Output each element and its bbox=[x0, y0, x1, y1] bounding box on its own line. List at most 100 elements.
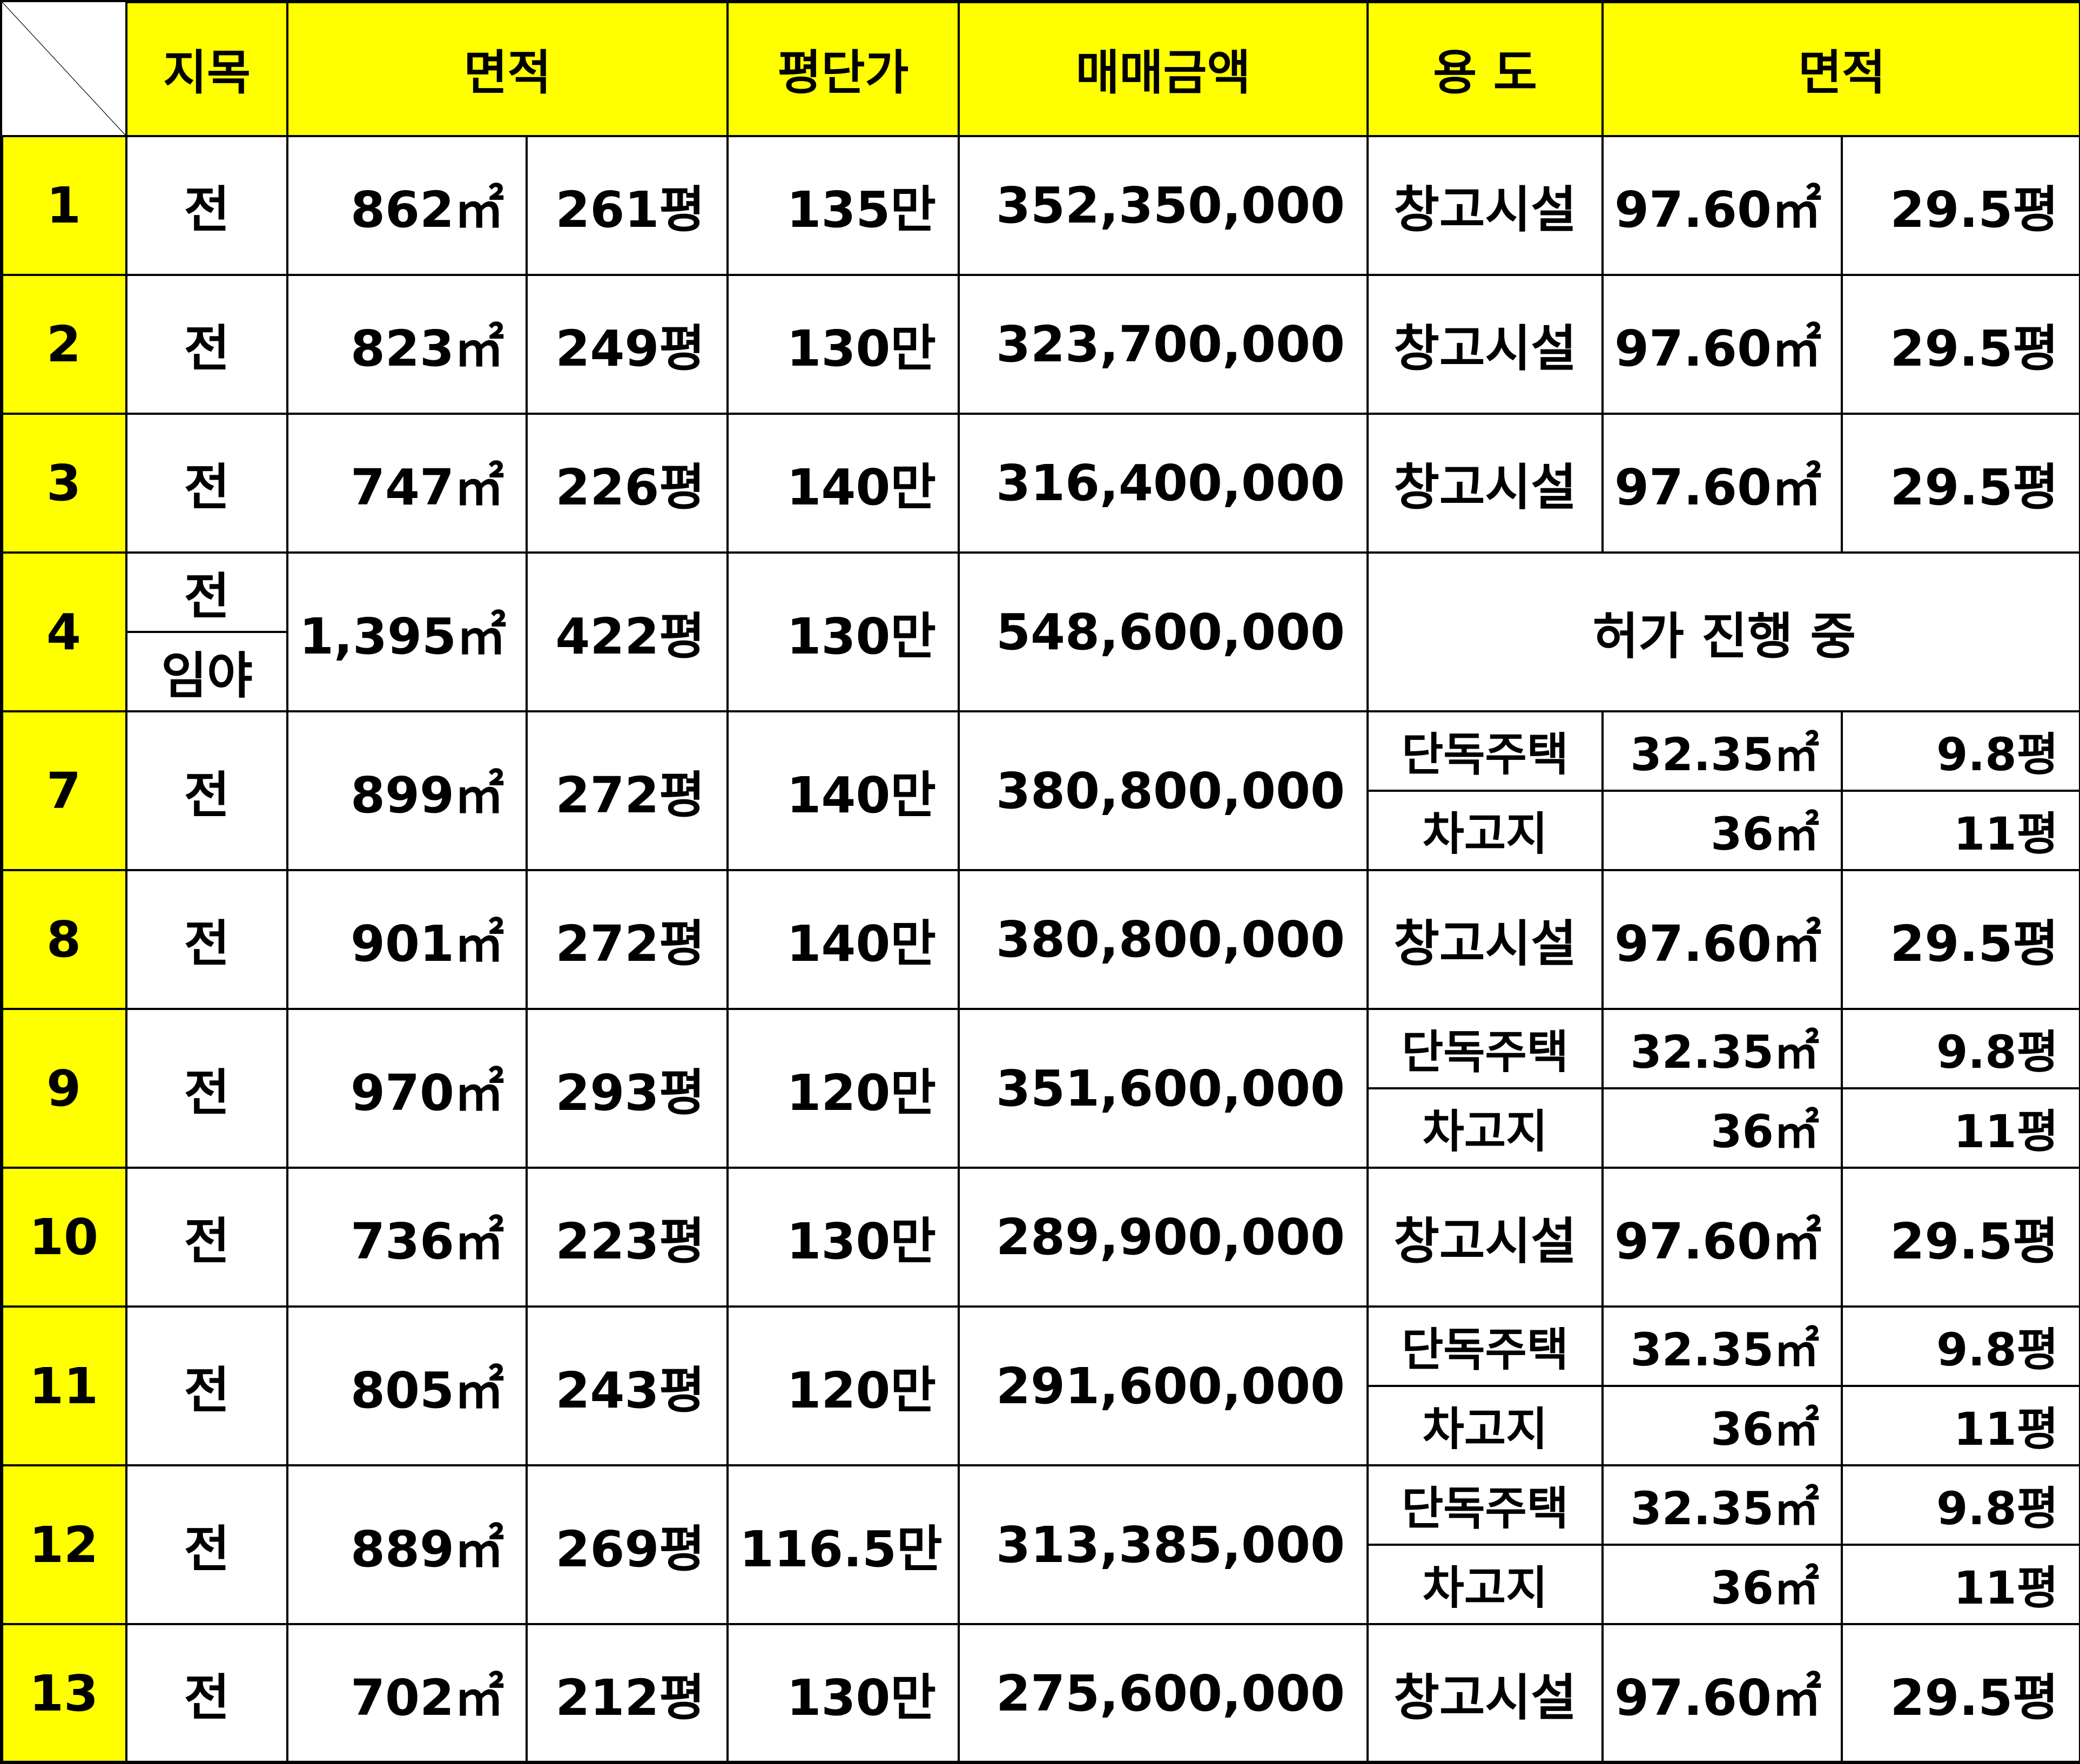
building-area-sqm-cell: 36㎡ bbox=[1601, 1385, 1843, 1466]
sale-price-cell: 316,400,000 bbox=[958, 413, 1369, 554]
building-area-pyeong-cell: 11평 bbox=[1841, 1087, 2080, 1169]
building-area-pyeong-cell: 29.5평 bbox=[1841, 1623, 2080, 1764]
table-row: 9 전 970㎡ 293평 120만 351,600,000 단독주택 32.35㎡ 9.8평 bbox=[0, 1008, 2080, 1169]
unit-price-cell: 140만 bbox=[726, 413, 960, 554]
lot-number-cell: 12 bbox=[0, 1464, 127, 1625]
area-pyeong-cell: 243평 bbox=[525, 1305, 729, 1466]
sale-price-cell: 289,900,000 bbox=[958, 1167, 1369, 1308]
building-area-pyeong-cell: 9.8평 bbox=[1841, 1305, 2080, 1387]
building-area-sqm-cell: 97.60㎡ bbox=[1601, 413, 1843, 554]
land-category-cell: 전 bbox=[125, 1623, 288, 1764]
area-pyeong-cell: 249평 bbox=[525, 274, 729, 415]
sale-price-cell: 380,800,000 bbox=[958, 710, 1369, 871]
usage-cell: 차고지 bbox=[1367, 1087, 1604, 1169]
land-category-cell: 전 bbox=[125, 551, 288, 633]
table-row: 1 전 862㎡ 261평 135만 352,350,000 창고시설 97.60㎡ 29.5평 bbox=[0, 135, 2080, 276]
lot-number-cell: 8 bbox=[0, 869, 127, 1010]
usage-cell: 창고시설 bbox=[1367, 135, 1604, 276]
table-sub-row: 차고지 36㎡ 11평 bbox=[1, 790, 2080, 871]
building-area-pyeong-cell: 11평 bbox=[1841, 1385, 2080, 1466]
usage-cell: 창고시설 bbox=[1367, 1623, 1604, 1764]
land-category-cell: 전 bbox=[125, 413, 288, 554]
area-pyeong-cell: 272평 bbox=[525, 710, 729, 871]
area-pyeong-cell: 261평 bbox=[525, 135, 729, 276]
building-area-pyeong-cell: 11평 bbox=[1841, 1544, 2080, 1625]
area-sqm-cell: 1,395㎡ bbox=[286, 551, 528, 712]
usage-cell: 단독주택 bbox=[1367, 1305, 1604, 1387]
table-row: 11 전 805㎡ 243평 120만 291,600,000 단독주택 32.35㎡ 9.8평 bbox=[0, 1305, 2080, 1466]
building-area-pyeong-cell: 29.5평 bbox=[1841, 135, 2080, 276]
unit-price-cell: 120만 bbox=[726, 1008, 960, 1169]
area-sqm-cell: 736㎡ bbox=[286, 1167, 528, 1308]
usage-cell: 창고시설 bbox=[1367, 413, 1604, 554]
building-area-sqm-cell: 97.60㎡ bbox=[1601, 135, 1843, 276]
building-area-pyeong-cell: 9.8평 bbox=[1841, 1464, 2080, 1546]
land-category-cell: 전 bbox=[125, 1305, 288, 1466]
land-category-cell: 전 bbox=[125, 274, 288, 415]
land-category-cell: 전 bbox=[125, 710, 288, 871]
building-area-pyeong-cell: 29.5평 bbox=[1841, 413, 2080, 554]
unit-price-cell: 130만 bbox=[726, 274, 960, 415]
area-sqm-cell: 970㎡ bbox=[286, 1008, 528, 1169]
building-area-sqm-cell: 32.35㎡ bbox=[1601, 1464, 1843, 1546]
header-row: 지목 면적 평단가 매매금액 용 도 면적 bbox=[0, 0, 2080, 137]
usage-cell: 창고시설 bbox=[1367, 274, 1604, 415]
lot-number-cell: 4 bbox=[0, 551, 127, 712]
usage-cell: 차고지 bbox=[1367, 1385, 1604, 1466]
land-category-cell: 전 bbox=[125, 869, 288, 1010]
unit-price-cell: 116.5만 bbox=[726, 1464, 960, 1625]
table-row: 7 전 899㎡ 272평 140만 380,800,000 단독주택 32.35㎡ 9.8평 bbox=[0, 710, 2080, 871]
area-sqm-cell: 899㎡ bbox=[286, 710, 528, 871]
building-area-sqm-cell: 32.35㎡ bbox=[1601, 710, 1843, 792]
building-area-sqm-cell: 36㎡ bbox=[1601, 1544, 1843, 1625]
building-area-pyeong-cell: 9.8평 bbox=[1841, 710, 2080, 792]
building-area-pyeong-cell: 29.5평 bbox=[1841, 274, 2080, 415]
area-pyeong-cell: 293평 bbox=[525, 1008, 729, 1169]
area-sqm-cell: 889㎡ bbox=[286, 1464, 528, 1625]
area-pyeong-cell: 223평 bbox=[525, 1167, 729, 1308]
building-area-sqm-cell: 32.35㎡ bbox=[1601, 1008, 1843, 1089]
sale-price-cell: 275,600,000 bbox=[958, 1623, 1369, 1764]
header-usage: 용 도 bbox=[1367, 0, 1604, 137]
building-area-sqm-cell: 97.60㎡ bbox=[1601, 274, 1843, 415]
area-pyeong-cell: 272평 bbox=[525, 869, 729, 1010]
table-row: 13 전 702㎡ 212평 130만 275,600,000 창고시설 97.60㎡ 29.5… bbox=[0, 1623, 2080, 1764]
table-sub-row: 차고지 36㎡ 11평 bbox=[1, 1087, 2080, 1169]
area-sqm-cell: 747㎡ bbox=[286, 413, 528, 554]
unit-price-cell: 130만 bbox=[726, 551, 960, 712]
lot-number-cell: 2 bbox=[0, 274, 127, 415]
area-pyeong-cell: 212평 bbox=[525, 1623, 729, 1764]
building-area-sqm-cell: 36㎡ bbox=[1601, 1087, 1843, 1169]
land-category-cell: 임야 bbox=[125, 631, 288, 712]
area-pyeong-cell: 269평 bbox=[525, 1464, 729, 1625]
usage-cell: 차고지 bbox=[1367, 1544, 1604, 1625]
building-area-sqm-cell: 32.35㎡ bbox=[1601, 1305, 1843, 1387]
lot-number-cell: 3 bbox=[0, 413, 127, 554]
building-area-sqm-cell: 97.60㎡ bbox=[1601, 1623, 1843, 1764]
sale-price-cell: 291,600,000 bbox=[958, 1305, 1369, 1466]
lot-number-cell: 9 bbox=[0, 1008, 127, 1169]
usage-cell: 창고시설 bbox=[1367, 1167, 1604, 1308]
area-pyeong-cell: 422평 bbox=[525, 551, 729, 712]
lot-number-cell: 10 bbox=[0, 1167, 127, 1308]
unit-price-cell: 140만 bbox=[726, 869, 960, 1010]
header-jimok: 지목 bbox=[125, 0, 288, 137]
building-area-sqm-cell: 97.60㎡ bbox=[1601, 1167, 1843, 1308]
land-category-cell: 전 bbox=[125, 135, 288, 276]
header-area: 면적 bbox=[286, 0, 729, 137]
sale-price-cell: 313,385,000 bbox=[958, 1464, 1369, 1625]
sale-price-cell: 380,800,000 bbox=[958, 869, 1369, 1010]
sale-price-cell: 323,700,000 bbox=[958, 274, 1369, 415]
table-row: 4 전 1,395㎡ 422평 130만 548,600,000 허가 진행 중 bbox=[0, 551, 2080, 712]
land-category-cell: 전 bbox=[125, 1464, 288, 1625]
table-sub-row: 임야 bbox=[1, 631, 2080, 712]
sale-price-cell: 548,600,000 bbox=[958, 551, 1369, 712]
building-area-sqm-cell: 36㎡ bbox=[1601, 790, 1843, 871]
table-row: 3 전 747㎡ 226평 140만 316,400,000 창고시설 97.60㎡ 29.5평 bbox=[0, 413, 2080, 554]
table-row: 10 전 736㎡ 223평 130만 289,900,000 창고시설 97.60㎡ 29.5… bbox=[0, 1167, 2080, 1308]
table-sub-row: 차고지 36㎡ 11평 bbox=[1, 1385, 2080, 1466]
permit-status-cell: 허가 진행 중 bbox=[1367, 551, 2080, 712]
table-sub-row: 차고지 36㎡ 11평 bbox=[1, 1544, 2080, 1625]
area-sqm-cell: 901㎡ bbox=[286, 869, 528, 1010]
